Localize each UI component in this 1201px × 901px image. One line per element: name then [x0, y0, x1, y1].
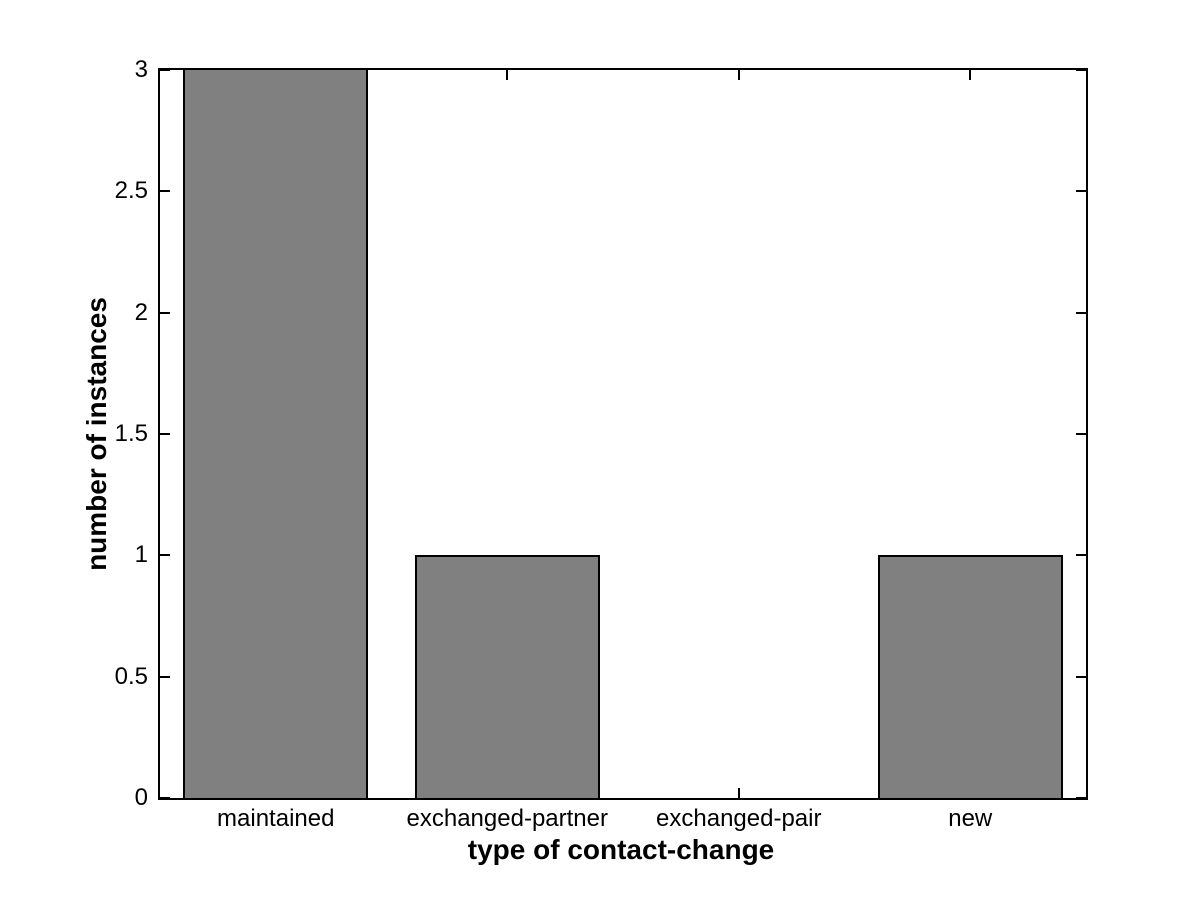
- y-tick-left: [160, 554, 170, 557]
- y-tick-left: [160, 311, 170, 314]
- y-tick-label: 2: [134, 298, 148, 326]
- x-tick-label-exchanged-partner: exchanged-partner: [406, 805, 608, 832]
- x-tick-label-new: new: [948, 805, 993, 832]
- y-tick-right: [1076, 675, 1086, 678]
- x-tick-label-exchanged-pair: exchanged-pair: [656, 805, 822, 832]
- y-tick-label: 1: [134, 541, 148, 569]
- y-tick-right: [1076, 70, 1086, 71]
- bar-maintained: [183, 70, 369, 798]
- y-tick-left: [160, 675, 170, 678]
- y-tick-left: [160, 70, 170, 71]
- x-tick-top: [737, 70, 740, 80]
- y-tick-right: [1076, 433, 1086, 435]
- x-tick-top: [969, 70, 972, 80]
- plot-area: [158, 68, 1088, 800]
- y-tick-label: 3: [134, 56, 148, 83]
- bar-new: [877, 555, 1063, 798]
- x-tick-label-maintained: maintained: [217, 805, 335, 832]
- y-tick-label: 0: [134, 784, 148, 811]
- bar-exchanged-partner: [414, 555, 600, 798]
- x-tick-top: [506, 70, 509, 80]
- y-tick-right: [1076, 311, 1086, 314]
- y-tick-right: [1076, 190, 1086, 193]
- y-tick-right: [1076, 797, 1086, 798]
- y-tick-label: 1.5: [114, 420, 148, 447]
- y-tick-right: [1076, 554, 1086, 557]
- y-tick-label: 2.5: [114, 177, 148, 205]
- y-tick-left: [160, 190, 170, 193]
- x-tick-bottom: [737, 788, 740, 798]
- y-tick-left: [160, 433, 170, 435]
- y-tick-left: [160, 797, 170, 798]
- x-axis-title: type of contact-change: [467, 834, 775, 865]
- y-tick-label: 0.5: [114, 662, 148, 690]
